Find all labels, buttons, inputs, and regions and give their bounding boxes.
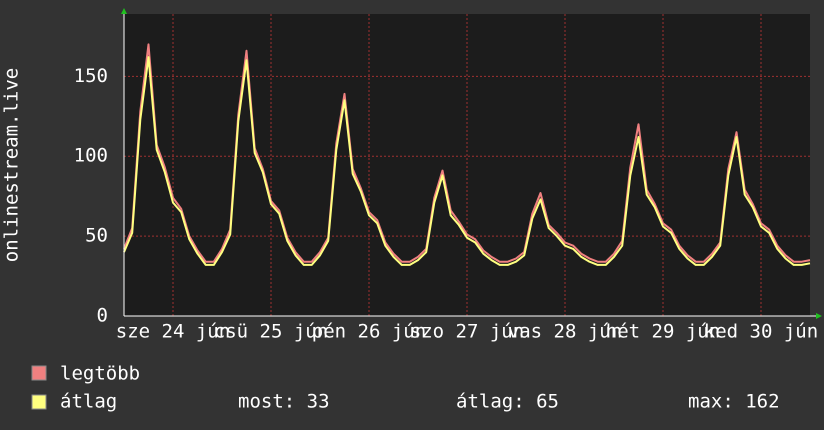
legend-swatch [31, 394, 47, 410]
x-tick-label: vas 28 jún [508, 321, 622, 343]
x-tick-label: ked 30 jún [704, 321, 818, 343]
x-tick-label: szo 27 jún [410, 321, 524, 343]
stat: átlag: 65 [456, 391, 559, 413]
x-tick-label: csü 25 jún [214, 321, 328, 343]
stat: max: 162 [688, 391, 780, 413]
x-tick-label: sze 24 jún [116, 321, 230, 343]
y-tick-label: 100 [74, 145, 108, 167]
x-arrow [816, 313, 822, 319]
y-tick-label: 0 [97, 305, 108, 327]
series-line [123, 56, 811, 266]
legend-label: átlag [60, 391, 117, 413]
y-arrow [121, 8, 127, 14]
x-tick-label: hét 29 jún [606, 321, 720, 343]
x-tick-label: pén 26 jún [312, 321, 426, 343]
legend-label: legtöbb [60, 363, 140, 385]
y-axis-title: onlinestream.live [1, 68, 23, 262]
lines [123, 43, 811, 266]
legend-swatch [31, 365, 47, 381]
y-tick-label: 50 [85, 225, 108, 247]
y-tick-label: 150 [74, 65, 108, 87]
stat: most: 33 [238, 391, 330, 413]
